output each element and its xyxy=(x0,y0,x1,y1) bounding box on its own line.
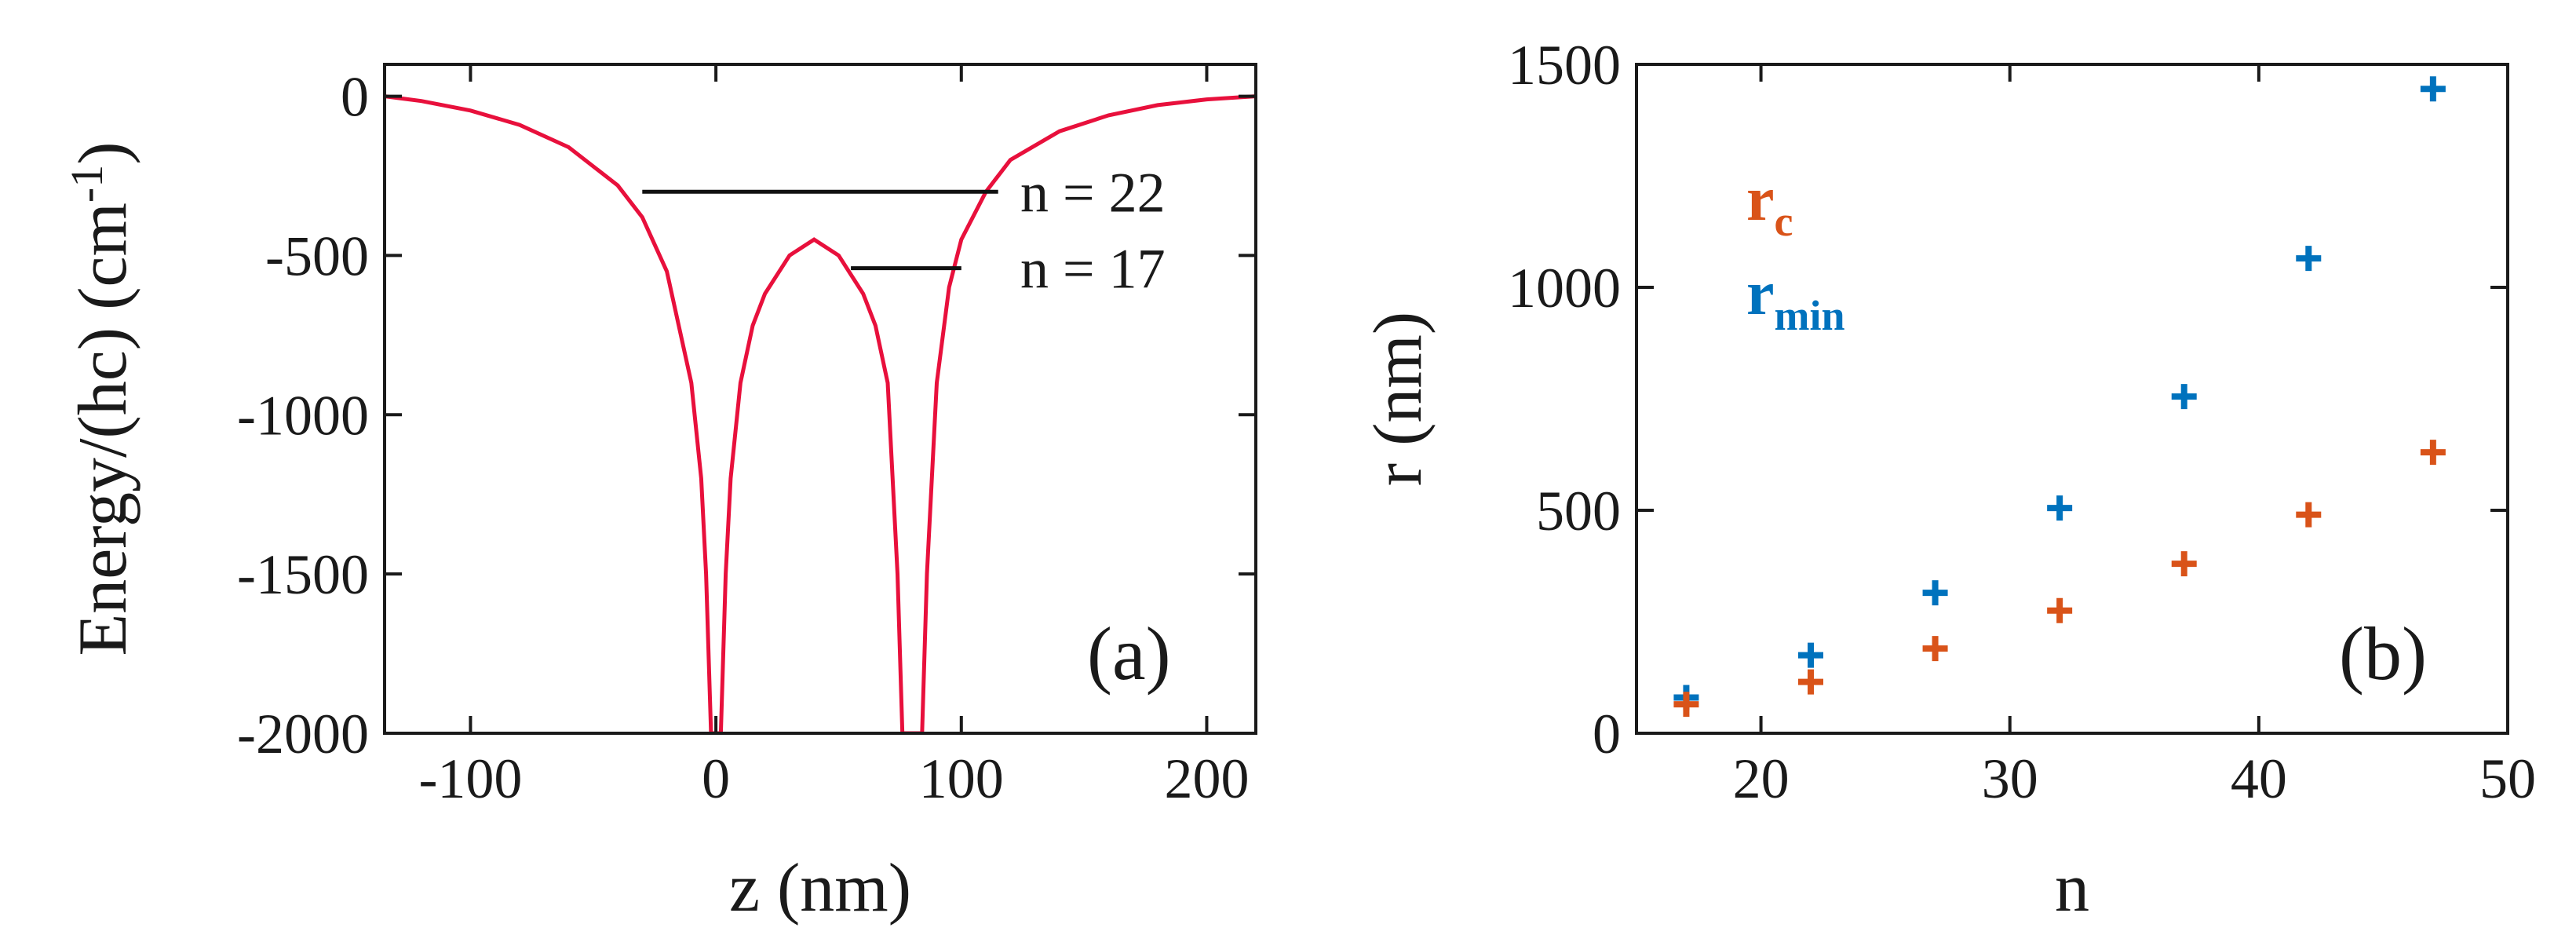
scatter-point-r-c xyxy=(2296,502,2322,528)
panel-a-x-tick-label: 100 xyxy=(919,747,1004,810)
scatter-point-r-min xyxy=(2420,76,2446,102)
panel-b-x-tick-label: 40 xyxy=(2231,747,2287,810)
legend-r-min-subscript: min xyxy=(1775,292,1845,339)
potential-curve-potential xyxy=(385,94,1256,733)
panel-b-y-tick-label: 1500 xyxy=(1508,34,1621,97)
energy-level-label-1: n = 17 xyxy=(1020,238,1166,301)
panel-a: -100 0 100 2000-500-1000-1500-2000 (a) z (n… xyxy=(61,63,1257,926)
panel-a-y-axis-label-close: ) xyxy=(65,141,141,164)
panel-b-y-tick-label: 0 xyxy=(1593,703,1621,765)
scatter-point-r-min xyxy=(1798,642,1823,668)
panel-a-x-axis-label: z (nm) xyxy=(729,850,911,926)
panel-a-label: (a) xyxy=(1087,612,1171,696)
panel-a-y-axis-label: Energy/(hc) (cm-1) xyxy=(61,141,141,656)
scatter-point-r-c xyxy=(1798,669,1823,695)
scatter-point-r-min xyxy=(2047,495,2073,521)
scatter-point-r-min xyxy=(1922,580,1948,606)
panel-b-x-tick-label: 20 xyxy=(1733,747,1790,810)
panel-a-y-tick-label: 0 xyxy=(341,66,369,129)
scatter-point-r-min xyxy=(2171,384,2197,410)
scatter-point-r-c xyxy=(1922,636,1948,662)
panel-b-x-axis-label: n xyxy=(2055,850,2089,926)
series-r-min xyxy=(1673,76,2446,710)
legend-r-min: rmin xyxy=(1746,259,1845,339)
panel-a-x-tick-label: 200 xyxy=(1164,747,1249,810)
panel-a-y-tick-label: -500 xyxy=(265,225,369,287)
panel-a-y-tick-label: -2000 xyxy=(237,703,369,765)
panel-b-label: (b) xyxy=(2339,612,2427,696)
panel-b-x-tick-label: 30 xyxy=(1982,747,2038,810)
panel-b-plot-area xyxy=(1673,76,2446,718)
panel-a-axes-frame xyxy=(383,63,1257,735)
legend-r-c: rc xyxy=(1746,165,1793,245)
legend-r-c-subscript: c xyxy=(1775,198,1793,245)
panel-b-y-axis-label: r (nm) xyxy=(1360,312,1436,486)
panel-a-y-axis-label-superscript: -1 xyxy=(61,165,112,203)
scatter-point-r-c xyxy=(2420,440,2446,466)
panel-b-y-tick-label: 500 xyxy=(1536,480,1621,542)
panel-a-y-tick-label: -1500 xyxy=(237,543,369,606)
series-r-c xyxy=(1673,440,2446,718)
scatter-point-r-c xyxy=(2171,551,2197,577)
panel-a-y-tick-label: -1000 xyxy=(237,384,369,447)
panel-a-ticks: -100 0 100 2000-500-1000-1500-2000 xyxy=(237,64,1256,810)
panel-a-y-axis-label-main: Energy/(hc) (cm xyxy=(65,203,141,656)
scatter-point-r-c xyxy=(2047,597,2073,623)
legend-r-min-main: r xyxy=(1746,259,1775,328)
panel-b-axes-frame xyxy=(1635,63,2509,735)
panel-a-plot-area xyxy=(385,94,1256,733)
panel-a-x-tick-label: -100 xyxy=(418,747,522,810)
energy-level-label-0: n = 22 xyxy=(1020,161,1166,224)
scatter-point-r-c xyxy=(1673,692,1699,718)
panel-a-x-tick-label: 0 xyxy=(702,747,730,810)
panel-b-x-tick-label: 50 xyxy=(2479,747,2536,810)
scatter-point-r-min xyxy=(2296,246,2322,272)
legend-r-c-main: r xyxy=(1746,165,1775,234)
panel-b-y-tick-label: 1000 xyxy=(1508,257,1621,320)
